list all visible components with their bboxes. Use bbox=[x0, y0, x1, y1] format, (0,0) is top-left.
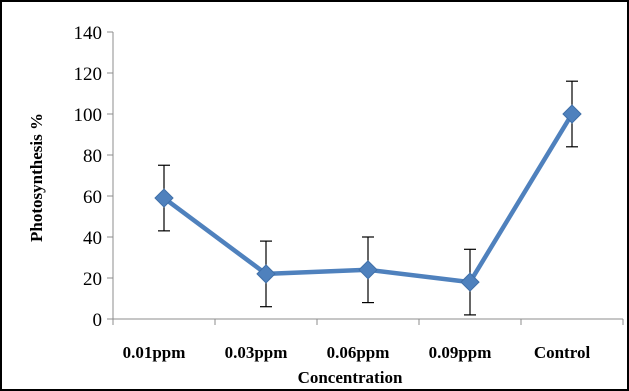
y-tick-label: 20 bbox=[83, 269, 102, 290]
y-tick-label: 140 bbox=[74, 23, 103, 44]
y-tick-label: 120 bbox=[74, 64, 103, 85]
y-tick-label: 100 bbox=[74, 105, 103, 126]
y-tick-label: 60 bbox=[83, 187, 102, 208]
data-point bbox=[154, 188, 174, 208]
y-tick-label: 80 bbox=[83, 146, 102, 167]
axes bbox=[112, 32, 623, 320]
data-markers bbox=[154, 104, 582, 292]
x-tick-label: 0.03ppm bbox=[225, 343, 288, 362]
y-tick-label: 0 bbox=[93, 310, 103, 331]
data-point bbox=[256, 264, 276, 284]
data-point bbox=[562, 104, 582, 124]
y-axis-title: Photosynthesis % bbox=[27, 113, 46, 242]
y-ticks: 0 20 40 60 80 100 120 140 bbox=[74, 23, 113, 331]
data-point bbox=[358, 260, 378, 280]
x-tick-label: 0.01ppm bbox=[123, 343, 186, 362]
y-tick-label: 40 bbox=[83, 228, 102, 249]
x-tick-label: 0.09ppm bbox=[429, 343, 492, 362]
x-tick-label: 0.06ppm bbox=[327, 343, 390, 362]
x-tick-label: Control bbox=[534, 343, 591, 362]
error-bars bbox=[158, 80, 578, 316]
x-axis-title: Concentration bbox=[298, 368, 403, 387]
data-point bbox=[460, 272, 480, 292]
x-ticks: 0.01ppm 0.03ppm 0.06ppm 0.09ppm Control bbox=[112, 319, 624, 362]
